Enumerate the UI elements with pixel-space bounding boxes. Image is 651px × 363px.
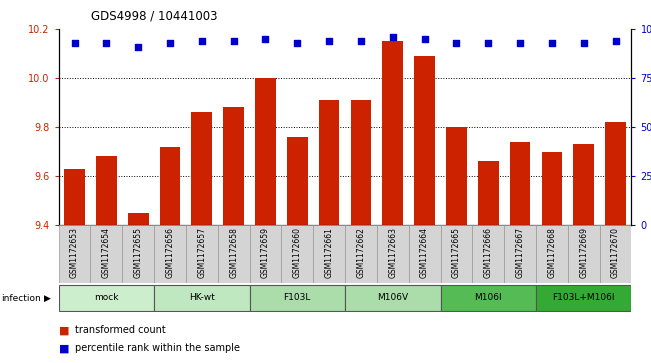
Bar bbox=[600, 225, 631, 283]
Point bbox=[483, 40, 493, 46]
Bar bbox=[249, 285, 345, 311]
Bar bbox=[217, 225, 249, 283]
Bar bbox=[96, 156, 117, 225]
Point bbox=[515, 40, 525, 46]
Bar bbox=[186, 225, 217, 283]
Text: GDS4998 / 10441003: GDS4998 / 10441003 bbox=[91, 10, 217, 23]
Point bbox=[165, 40, 175, 46]
Bar bbox=[319, 100, 339, 225]
Point bbox=[197, 38, 207, 44]
Point bbox=[355, 38, 366, 44]
Bar bbox=[249, 225, 281, 283]
Text: M106V: M106V bbox=[377, 293, 408, 302]
Text: GSM1172653: GSM1172653 bbox=[70, 227, 79, 278]
Bar bbox=[605, 122, 626, 225]
Text: GSM1172655: GSM1172655 bbox=[133, 227, 143, 278]
Bar bbox=[351, 100, 371, 225]
Text: GSM1172658: GSM1172658 bbox=[229, 227, 238, 278]
Text: mock: mock bbox=[94, 293, 118, 302]
Text: GSM1172667: GSM1172667 bbox=[516, 227, 525, 278]
Bar bbox=[122, 225, 154, 283]
Point bbox=[260, 36, 271, 42]
Bar bbox=[441, 225, 473, 283]
Text: GSM1172663: GSM1172663 bbox=[388, 227, 397, 278]
Bar bbox=[64, 169, 85, 225]
Point bbox=[133, 44, 143, 50]
Bar bbox=[154, 225, 186, 283]
Point bbox=[229, 38, 239, 44]
Point bbox=[324, 38, 335, 44]
Bar bbox=[446, 127, 467, 225]
Text: F103L+M106I: F103L+M106I bbox=[553, 293, 615, 302]
Bar bbox=[409, 225, 441, 283]
Bar bbox=[542, 152, 562, 225]
Point bbox=[101, 40, 111, 46]
Text: F103L: F103L bbox=[284, 293, 311, 302]
Text: ■: ■ bbox=[59, 325, 69, 335]
Point bbox=[419, 36, 430, 42]
Bar bbox=[90, 225, 122, 283]
Text: ▶: ▶ bbox=[44, 294, 51, 303]
Text: transformed count: transformed count bbox=[75, 325, 165, 335]
Bar bbox=[159, 147, 180, 225]
Bar bbox=[377, 225, 409, 283]
Bar bbox=[128, 213, 148, 225]
Bar bbox=[345, 285, 441, 311]
Point bbox=[579, 40, 589, 46]
Text: GSM1172664: GSM1172664 bbox=[420, 227, 429, 278]
Text: GSM1172669: GSM1172669 bbox=[579, 227, 589, 278]
Text: M106I: M106I bbox=[475, 293, 502, 302]
Point bbox=[387, 34, 398, 40]
Bar bbox=[568, 225, 600, 283]
Text: percentile rank within the sample: percentile rank within the sample bbox=[75, 343, 240, 354]
Text: infection: infection bbox=[1, 294, 40, 303]
Bar bbox=[223, 107, 244, 225]
Bar bbox=[536, 225, 568, 283]
Bar bbox=[441, 285, 536, 311]
Point bbox=[547, 40, 557, 46]
Point bbox=[292, 40, 303, 46]
Bar bbox=[473, 225, 504, 283]
Bar bbox=[345, 225, 377, 283]
Text: GSM1172661: GSM1172661 bbox=[325, 227, 333, 278]
Bar bbox=[59, 225, 90, 283]
Bar bbox=[287, 137, 308, 225]
Text: ■: ■ bbox=[59, 343, 69, 354]
Bar bbox=[255, 78, 276, 225]
Text: GSM1172666: GSM1172666 bbox=[484, 227, 493, 278]
Text: GSM1172660: GSM1172660 bbox=[293, 227, 302, 278]
Bar bbox=[281, 225, 313, 283]
Bar bbox=[313, 225, 345, 283]
Text: GSM1172670: GSM1172670 bbox=[611, 227, 620, 278]
Text: GSM1172659: GSM1172659 bbox=[261, 227, 270, 278]
Bar bbox=[154, 285, 249, 311]
Text: GSM1172657: GSM1172657 bbox=[197, 227, 206, 278]
Text: GSM1172662: GSM1172662 bbox=[357, 227, 365, 278]
Bar bbox=[382, 41, 403, 225]
Bar bbox=[414, 56, 435, 225]
Bar bbox=[478, 161, 499, 225]
Bar bbox=[59, 285, 154, 311]
Bar bbox=[191, 113, 212, 225]
Bar bbox=[510, 142, 531, 225]
Point bbox=[69, 40, 79, 46]
Text: GSM1172668: GSM1172668 bbox=[547, 227, 557, 278]
Bar bbox=[504, 225, 536, 283]
Bar bbox=[574, 144, 594, 225]
Text: GSM1172665: GSM1172665 bbox=[452, 227, 461, 278]
Text: GSM1172654: GSM1172654 bbox=[102, 227, 111, 278]
Point bbox=[451, 40, 462, 46]
Bar bbox=[536, 285, 631, 311]
Text: HK-wt: HK-wt bbox=[189, 293, 215, 302]
Point bbox=[611, 38, 621, 44]
Text: GSM1172656: GSM1172656 bbox=[165, 227, 174, 278]
